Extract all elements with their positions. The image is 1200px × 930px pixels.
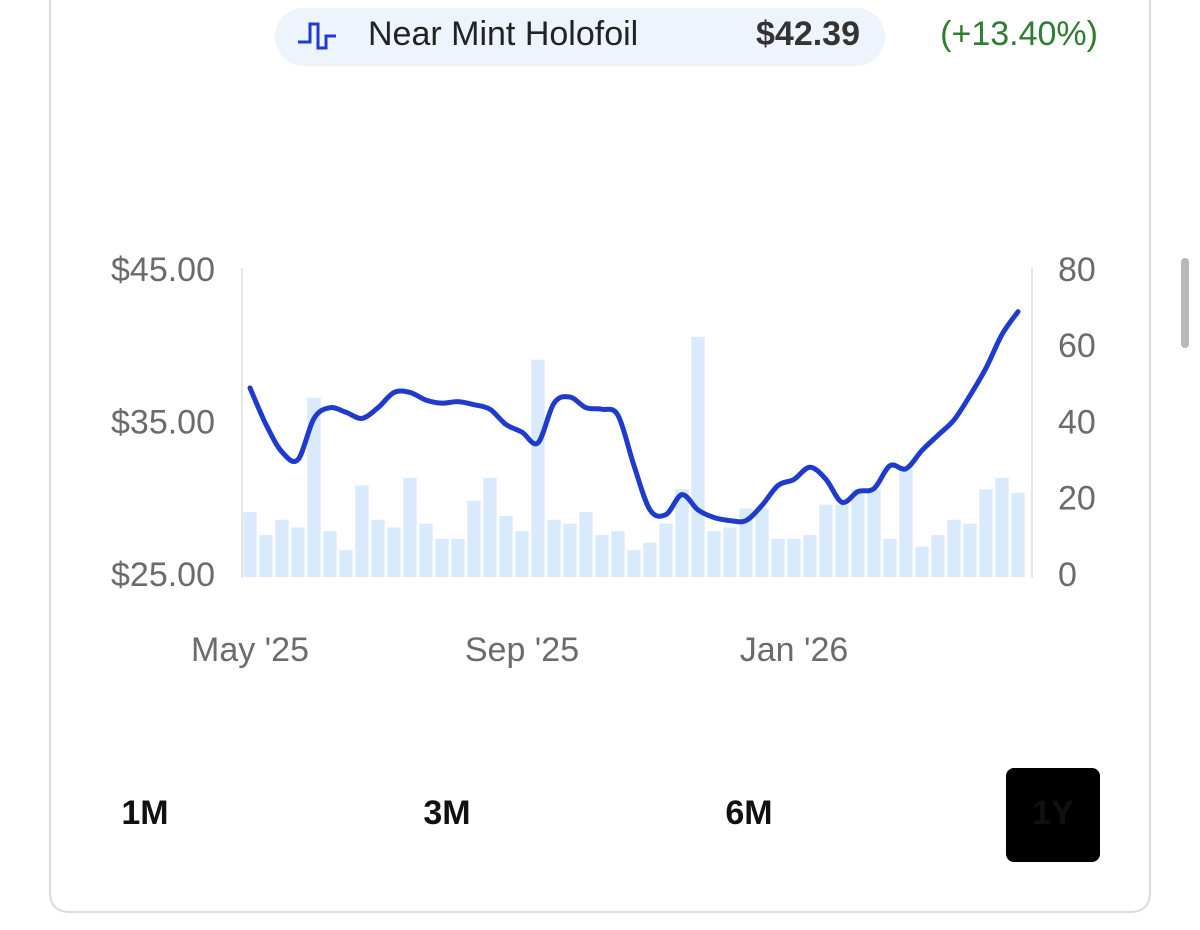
ticks: $25.00 $35.00 $45.00 0 20 40 60 80 May '25 Sep '2… [111,251,1096,669]
volume-bar [691,336,705,577]
price-line [247,309,1021,525]
y-tick-label: $45.00 [111,251,215,289]
y2-tick-label: 20 [1058,480,1096,518]
y-tick-label: $25.00 [111,556,215,594]
x-tick-label: May '25 [191,631,309,669]
y2-tick-label: 80 [1058,251,1096,289]
volume-bar [675,489,689,577]
range-button[interactable]: 1M [121,794,168,832]
volume-bar [243,512,257,577]
volume-bar [979,489,993,577]
range-buttons: 1M 3M 6M 1Y [121,768,1100,862]
volume-bar [275,519,289,577]
volume-bar [915,546,929,577]
volume-bar [307,397,321,577]
volume-bar [579,512,593,577]
volume-bar [707,531,721,577]
volume-bar [563,523,577,577]
volume-bars [243,336,1025,577]
y-tick-label: $35.00 [111,403,215,441]
volume-bar [611,531,625,577]
volume-bar [627,550,641,577]
y2-tick-label: 0 [1058,556,1077,594]
volume-bar [883,538,897,577]
legend-pill [275,8,885,66]
legend-icon [298,22,336,50]
volume-bar [595,535,609,577]
volume-bar [259,535,273,577]
volume-bar [947,519,961,577]
volume-bar [931,535,945,577]
volume-bar [387,527,401,577]
range-button[interactable]: 3M [423,794,470,832]
volume-bar [499,516,513,577]
volume-bar [419,523,433,577]
volume-bar [291,527,305,577]
volume-bar [851,489,865,577]
volume-bar [867,489,881,577]
card [49,0,1151,913]
volume-bar [451,538,465,577]
range-button[interactable]: 6M [725,794,772,832]
range-button-bg[interactable] [1006,768,1100,862]
volume-bar [403,477,417,577]
volume-bar [755,508,769,577]
y2-tick-label: 40 [1058,403,1096,441]
volume-bar [659,523,673,577]
volume-bar [531,359,545,577]
volume-bar [323,531,337,577]
x-tick-label: Jan '26 [740,631,849,669]
volume-bar [515,531,529,577]
volume-bar [899,470,913,577]
volume-bar [371,519,385,577]
volume-bar [435,538,449,577]
y2-tick-label: 60 [1058,327,1096,365]
volume-bar [723,527,737,577]
scrollbar [1181,258,1189,348]
volume-bar [643,542,657,577]
legend-name: Near Mint Holofoil [368,15,638,53]
volume-bar [547,519,561,577]
volume-bar [739,508,753,577]
volume-bar [963,523,977,577]
volume-bar [355,485,369,577]
price-lines [247,309,1021,525]
legend-price: $42.39 [756,15,860,53]
volume-bar [819,504,833,577]
volume-bar [339,550,353,577]
volume-bar [835,504,849,577]
volume-bar [803,535,817,577]
legend-change: (+13.40%) [940,15,1098,53]
volume-bar [483,477,497,577]
volume-bar [1011,493,1025,577]
volume-bar [467,500,481,577]
volume-bar [787,538,801,577]
range-button[interactable]: 1Y [1032,794,1074,832]
x-tick-label: Sep '25 [465,631,579,669]
volume-bar [771,538,785,577]
volume-bar [995,477,1009,577]
